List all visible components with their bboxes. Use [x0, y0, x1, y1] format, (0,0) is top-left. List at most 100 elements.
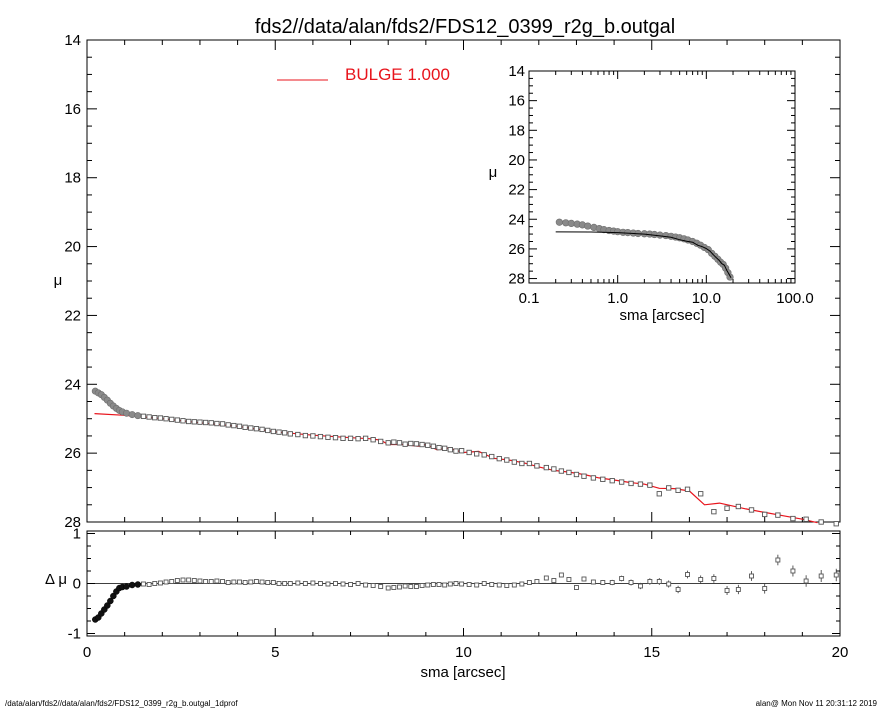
- residual-point: [474, 582, 480, 588]
- y-tick-label: 28: [64, 514, 81, 531]
- data-point: [332, 435, 339, 441]
- residual-point: [638, 583, 643, 589]
- residual-point: [628, 580, 634, 585]
- x-tick-labels: 0 5 10 15 20: [83, 644, 849, 661]
- residual-point: [419, 583, 425, 588]
- residual-data-points: [92, 554, 839, 623]
- residual-point: [790, 568, 796, 574]
- data-point: [214, 420, 220, 427]
- inset-model-line: [555, 231, 732, 279]
- data-point: [453, 448, 459, 454]
- data-point: [566, 469, 572, 476]
- data-point: [496, 456, 502, 462]
- data-point: [519, 460, 525, 467]
- y-tick-label: 20: [64, 239, 81, 256]
- residual-point: [169, 579, 175, 584]
- inset-data-point: [567, 219, 575, 228]
- data-point: [511, 459, 517, 465]
- inset-x-tick-label: 0.1: [519, 290, 540, 307]
- residual-point: [220, 579, 225, 584]
- data-point: [310, 433, 316, 439]
- residual-point: [775, 557, 781, 563]
- residual-point: [265, 580, 271, 585]
- residual-point: [174, 578, 180, 583]
- inset-x-tick-labels: 0.1 1.0 10.0 100.0: [519, 290, 814, 307]
- inset-y-axis-label: μ: [489, 164, 498, 181]
- data-point: [282, 430, 288, 436]
- residual-point: [197, 578, 203, 584]
- data-point: [430, 443, 437, 449]
- residual-point: [163, 579, 169, 585]
- inset-data-point: [584, 222, 592, 230]
- footer-user-timestamp: alan@ Mon Nov 11 20:31:12 2019: [756, 699, 878, 708]
- inset-data-point: [656, 231, 664, 239]
- inset-plot-panel: 14 16 18 20 22 24 26 28 0.1 1.0 10.0 100.0 μ sma […: [489, 63, 814, 324]
- residual-plot-panel: -101 0 5 10 15 20 Δ μ sma [arcsec]: [45, 526, 848, 682]
- residual-point: [735, 587, 741, 592]
- inset-y-tick-label: 26: [508, 241, 525, 258]
- data-point: [474, 451, 480, 457]
- data-point: [647, 482, 653, 488]
- residual-y-axis-label: Δ μ: [45, 571, 67, 588]
- data-point: [466, 449, 472, 456]
- residual-point: [270, 580, 276, 585]
- data-point: [543, 464, 549, 471]
- inset-y-tick-label: 28: [508, 271, 525, 288]
- inset-y-tick-label: 22: [508, 182, 525, 199]
- x-tick-label: 20: [832, 644, 849, 661]
- data-point: [775, 512, 781, 518]
- data-point: [347, 435, 354, 441]
- residual-point: [666, 581, 672, 587]
- data-point: [618, 479, 625, 485]
- data-point: [628, 480, 634, 487]
- data-point: [362, 435, 369, 441]
- y-tick-label: 18: [64, 170, 81, 187]
- residual-point: [325, 581, 331, 587]
- y-tick-label: 22: [64, 307, 81, 324]
- residual-point: [146, 582, 152, 587]
- residual-point: [558, 572, 564, 578]
- residual-point: [397, 584, 402, 590]
- data-point: [413, 441, 420, 447]
- data-point: [711, 509, 717, 515]
- residual-point: [276, 581, 282, 586]
- main-y-axis-label: μ: [54, 272, 63, 289]
- residual-point: [340, 581, 346, 587]
- data-point: [833, 521, 839, 527]
- residual-point: [818, 573, 824, 579]
- residual-point: [442, 582, 448, 588]
- chart-title: fds2//data/alan/fds2/FDS12_0399_r2g_b.ou…: [255, 16, 675, 38]
- main-y-tick-labels: 14 16 18 20 22 24 26 28: [64, 32, 81, 531]
- data-point: [684, 486, 691, 492]
- residual-point: [363, 582, 369, 588]
- residual-point: [459, 581, 465, 587]
- data-point: [803, 516, 809, 522]
- residual-point: [317, 581, 323, 586]
- residual-point: [310, 580, 316, 586]
- residual-point: [647, 579, 653, 584]
- residual-point: [141, 581, 146, 587]
- inset-y-tick-label: 14: [508, 63, 525, 80]
- data-point: [402, 441, 408, 447]
- inset-data-point: [726, 273, 734, 281]
- inset-model-curve: [555, 231, 732, 279]
- residual-point: [214, 578, 220, 584]
- y-tick-label: -1: [68, 626, 81, 643]
- data-point: [558, 468, 565, 474]
- data-point: [231, 422, 237, 429]
- data-point: [378, 438, 384, 445]
- data-point: [396, 440, 403, 446]
- main-plot-panel: 14 16 18 20 22 24 26 28 μ BULGE 1.000: [54, 32, 841, 531]
- data-point: [551, 466, 557, 472]
- data-point: [163, 416, 169, 422]
- data-point: [391, 439, 397, 445]
- residual-point: [104, 602, 111, 609]
- inset-y-tick-label: 16: [508, 93, 525, 110]
- data-point: [248, 425, 254, 431]
- data-point: [526, 460, 533, 467]
- data-point: [656, 491, 662, 497]
- residual-point: [333, 581, 338, 586]
- residual-point: [685, 572, 690, 577]
- data-point: [666, 485, 672, 491]
- main-tick-marks: [86, 39, 841, 523]
